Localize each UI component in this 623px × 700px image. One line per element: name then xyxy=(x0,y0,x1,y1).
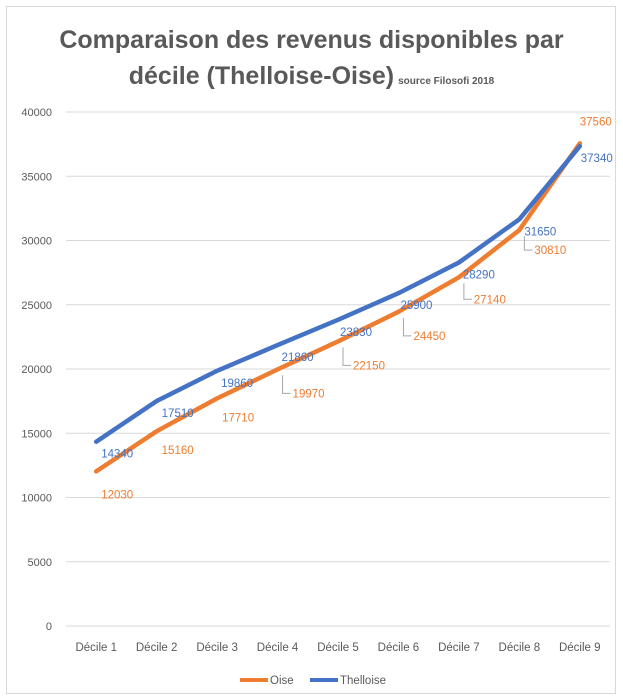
data-label-leader xyxy=(463,283,472,300)
chart-title: Comparaison des revenus disponibles par … xyxy=(0,22,623,100)
y-tick-label: 35000 xyxy=(21,171,52,183)
y-tick-label: 10000 xyxy=(21,493,52,505)
data-label-oise: 24450 xyxy=(413,331,445,343)
data-label-leader xyxy=(342,347,351,366)
data-label-oise: 12030 xyxy=(101,489,133,501)
data-label-thelloise: 23830 xyxy=(340,327,372,339)
y-tick-label: 40000 xyxy=(21,107,52,119)
data-label-oise: 22150 xyxy=(353,360,385,372)
x-tick-label: Décile 8 xyxy=(499,642,541,654)
data-label-thelloise: 17510 xyxy=(162,408,194,420)
series-line-thelloise xyxy=(93,143,583,444)
x-tick-label: Décile 6 xyxy=(378,642,420,654)
chart-title-line2: décile (Thelloise-Oise) xyxy=(128,62,395,90)
x-tick-label: Décile 2 xyxy=(136,642,178,654)
chart-title-source: source Filosofi 2018 xyxy=(398,76,495,87)
data-label-oise: 15160 xyxy=(162,445,194,457)
data-label-oise: 27140 xyxy=(474,294,506,306)
x-tick-label: Décile 4 xyxy=(257,642,299,654)
y-tick-label: 15000 xyxy=(21,428,52,440)
data-label-thelloise: 28290 xyxy=(463,269,495,281)
data-label-thelloise: 14340 xyxy=(101,449,133,461)
chart-title-line1: Comparaison des revenus disponibles par xyxy=(59,26,564,54)
y-tick-label: 30000 xyxy=(21,236,52,248)
data-label-thelloise: 19860 xyxy=(221,378,253,390)
data-label-oise: 19970 xyxy=(293,388,325,400)
data-label-leader xyxy=(282,375,291,394)
y-tick-label: 25000 xyxy=(21,300,52,312)
data-label-oise: 17710 xyxy=(222,412,254,424)
data-label-thelloise: 37340 xyxy=(581,153,613,165)
y-tick-label: 5000 xyxy=(28,557,52,569)
data-label-leader xyxy=(523,236,533,251)
series-line-oise xyxy=(93,141,583,474)
data-label-oise: 30810 xyxy=(534,245,566,257)
x-tick-label: Décile 7 xyxy=(438,642,480,654)
data-label-thelloise: 31650 xyxy=(524,226,556,238)
data-label-oise: 37560 xyxy=(580,116,612,128)
x-tick-label: Décile 1 xyxy=(75,642,117,654)
data-label-thelloise: 21860 xyxy=(282,352,314,364)
y-tick-label: 0 xyxy=(46,621,52,633)
legend-label-oise: Oise xyxy=(270,675,294,687)
x-tick-label: Décile 3 xyxy=(196,642,238,654)
data-label-leader xyxy=(402,317,412,337)
legend-label-thelloise: Thelloise xyxy=(340,675,386,687)
y-tick-label: 20000 xyxy=(21,364,52,376)
x-tick-label: Décile 9 xyxy=(559,642,601,654)
chart-frame xyxy=(6,6,616,694)
data-label-thelloise: 25900 xyxy=(400,300,432,312)
x-tick-label: Décile 5 xyxy=(317,642,359,654)
